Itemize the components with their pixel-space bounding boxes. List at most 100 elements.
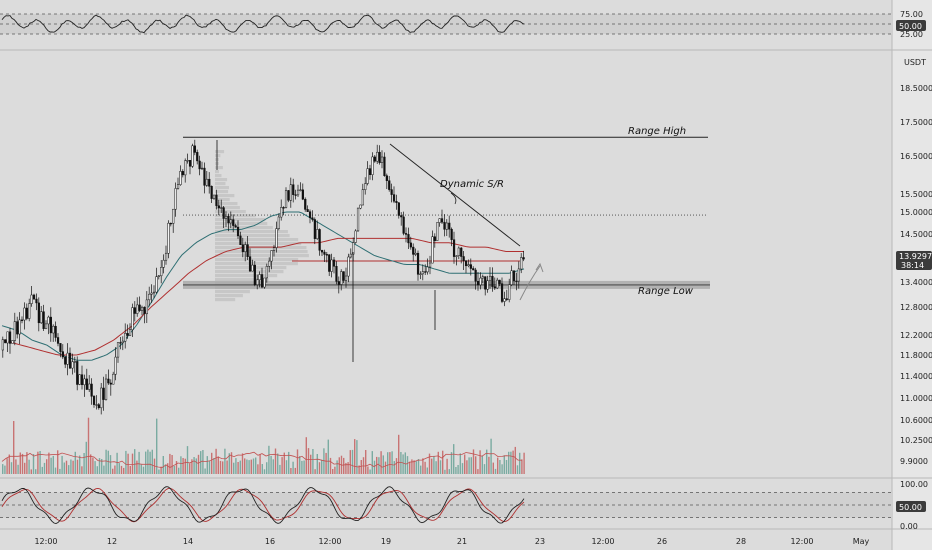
price-tick-label: 15.5000 (900, 190, 932, 199)
volume-bar (283, 452, 285, 474)
candle-body (208, 178, 211, 187)
time-tick-label: 12:00 (591, 537, 614, 546)
price-tick-label: 11.4000 (900, 372, 932, 381)
stoch-tick-label: 0.00 (900, 522, 918, 531)
volume-bar (459, 453, 461, 474)
candle-body (277, 216, 280, 229)
volume-bar (206, 456, 208, 474)
volume-bar (268, 445, 270, 474)
candle-body (364, 183, 367, 190)
candle-body (373, 156, 376, 162)
candle-body (85, 378, 88, 390)
candle-body (301, 189, 304, 200)
volume-bar (272, 459, 274, 474)
candle-body (440, 218, 444, 223)
volume-bar (6, 458, 8, 474)
volume-bar (138, 451, 140, 474)
volume-bar (294, 467, 296, 474)
volume-bar (92, 457, 94, 474)
candle-body (354, 230, 357, 243)
candle-body (340, 271, 343, 285)
candle-body (390, 189, 393, 195)
candle-body (397, 202, 400, 216)
volume-bar (239, 460, 241, 474)
volume-profile-row (215, 254, 309, 258)
volume-profile-row (215, 198, 230, 202)
candle-body (181, 171, 184, 176)
volume-profile-row (215, 214, 256, 218)
candle-body (380, 156, 384, 163)
volume-bar (422, 458, 424, 474)
candle-body (428, 262, 432, 268)
volume-bar (505, 460, 508, 474)
volume-bar (301, 460, 303, 474)
candle-body (76, 361, 79, 385)
candle-body (148, 293, 151, 301)
candle-body (133, 307, 136, 314)
candle-body (419, 273, 422, 275)
volume-profile-row (215, 278, 269, 282)
volume-bar (380, 451, 382, 474)
volume-profile-row (215, 238, 299, 242)
volume-bar (479, 450, 481, 474)
volume-bar (68, 465, 70, 474)
candle-body (47, 316, 50, 325)
candle-body (460, 247, 463, 257)
candle-body (234, 225, 237, 228)
candle-body (462, 256, 465, 261)
candle-body (493, 286, 496, 289)
dynamic-sr-label: Dynamic S/R (440, 179, 504, 190)
candle-body (306, 209, 309, 212)
volume-profile-row (215, 190, 229, 194)
volume-bar (219, 460, 222, 474)
volume-bar (200, 451, 202, 474)
candle-body (64, 356, 67, 365)
volume-bar (461, 463, 464, 474)
volume-bar (131, 453, 134, 474)
volume-bar (145, 451, 147, 474)
time-tick-label: 14 (183, 537, 193, 546)
volume-bar (112, 468, 114, 474)
volume-profile-row (215, 174, 222, 178)
volume-bar (59, 468, 61, 474)
volume-bar (323, 448, 325, 474)
candle-body (23, 307, 26, 321)
candle-body (160, 267, 163, 277)
candle-body (332, 259, 336, 267)
candle-body (97, 404, 100, 409)
candle-body (368, 168, 372, 175)
volume-bar (244, 458, 246, 474)
candle-body (414, 252, 417, 255)
volume-bar (261, 464, 263, 474)
projection-arrowhead (535, 262, 544, 273)
volume-bar (393, 461, 395, 474)
volume-bar (30, 469, 32, 474)
volume-bar (142, 466, 145, 474)
volume-bar (391, 451, 393, 474)
candle-body (164, 252, 168, 261)
volume-bar (54, 467, 57, 474)
candle-body (452, 239, 456, 257)
volume-bar (472, 449, 475, 474)
candle-body (174, 188, 177, 210)
volume-bar (415, 461, 417, 474)
candle-body (431, 236, 434, 264)
volume-bar (79, 455, 81, 474)
candle-body (308, 211, 312, 218)
candle-body (356, 207, 360, 232)
rsi-value-badge (896, 20, 926, 31)
candle-body (361, 189, 364, 206)
candle-body (104, 378, 108, 400)
volume-bar (516, 465, 519, 474)
volume-profile-row (215, 150, 225, 154)
volume-bar (512, 450, 514, 474)
volume-bar (439, 460, 442, 474)
volume-profile-row (215, 222, 268, 226)
candle-body (212, 194, 216, 199)
volume-bar (347, 462, 349, 474)
volume-bar (72, 460, 74, 474)
volume-bar (417, 459, 420, 474)
candle-body (392, 194, 396, 202)
